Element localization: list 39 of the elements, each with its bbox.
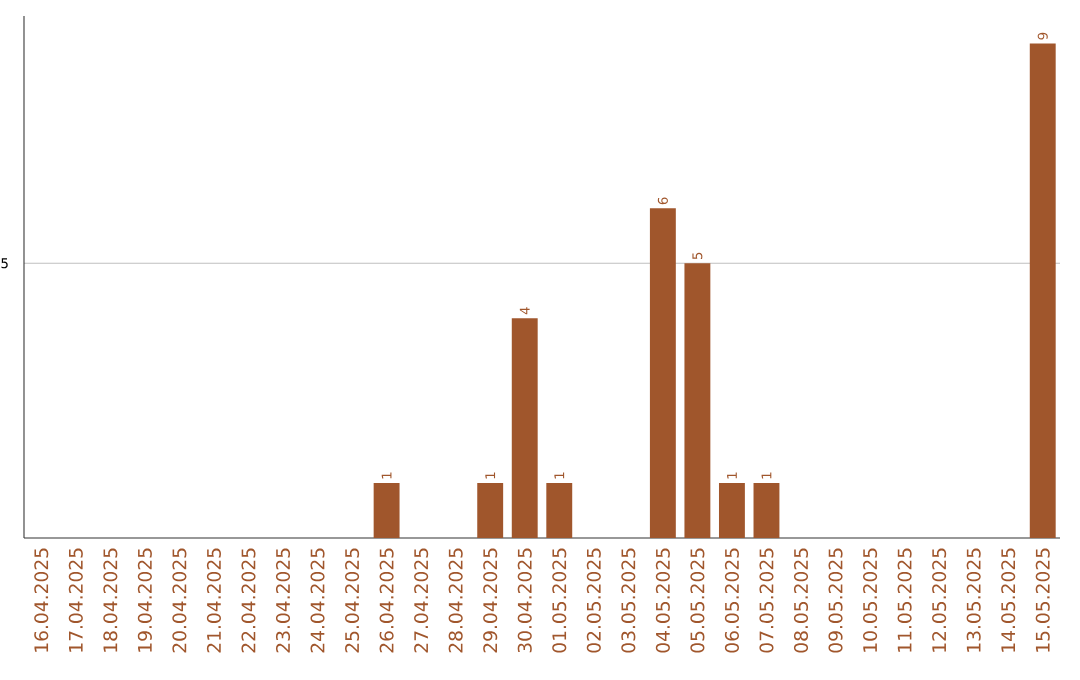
x-tick-label: 01.05.2025 — [552, 548, 567, 653]
x-tick-label: 04.05.2025 — [655, 548, 670, 653]
x-tick-label: 11.05.2025 — [897, 548, 912, 652]
x-tick-label: 17.04.2025 — [68, 548, 83, 652]
bar — [753, 483, 780, 538]
x-tick-label: 16.04.2025 — [34, 548, 49, 652]
x-tick-label: 02.05.2025 — [586, 548, 601, 653]
x-tick-label: 05.05.2025 — [690, 548, 705, 653]
x-tick-label: 28.04.2025 — [448, 548, 463, 653]
x-tick-label: 10.05.2025 — [863, 548, 878, 652]
bar — [649, 208, 676, 538]
x-tick-label: 13.05.2025 — [966, 548, 981, 652]
x-tick-label: 20.04.2025 — [172, 548, 187, 653]
x-tick-label: 15.05.2025 — [1035, 548, 1050, 652]
x-tick-label: 06.05.2025 — [724, 548, 739, 653]
x-tick-label: 22.04.2025 — [241, 548, 256, 653]
x-tick-label: 26.04.2025 — [379, 548, 394, 653]
x-tick-label: 27.04.2025 — [414, 548, 429, 653]
x-tick-label: 21.04.2025 — [206, 548, 221, 653]
x-tick-label: 07.05.2025 — [759, 548, 774, 653]
bar — [511, 318, 538, 538]
bar — [546, 483, 573, 538]
x-tick-label: 18.04.2025 — [103, 548, 118, 652]
bar — [718, 483, 745, 538]
x-tick-label: 23.04.2025 — [275, 548, 291, 653]
x-tick-label: 12.05.2025 — [932, 548, 947, 652]
x-tick-label: 09.05.2025 — [828, 548, 843, 653]
x-tick-label: 03.05.2025 — [621, 548, 636, 653]
bar — [1029, 43, 1056, 538]
x-tick-label: 24.04.2025 — [310, 548, 325, 653]
x-tick-label: 14.05.2025 — [1001, 548, 1016, 652]
x-tick-label: 29.04.2025 — [483, 548, 498, 653]
x-tick-label: 08.05.2025 — [793, 548, 809, 653]
x-tick-label: 19.04.2025 — [137, 548, 152, 652]
bar — [684, 263, 711, 538]
bar — [477, 483, 504, 538]
bar — [373, 483, 400, 538]
x-tick-label: 30.04.2025 — [517, 548, 532, 653]
x-tick-label: 25.04.2025 — [345, 548, 360, 653]
